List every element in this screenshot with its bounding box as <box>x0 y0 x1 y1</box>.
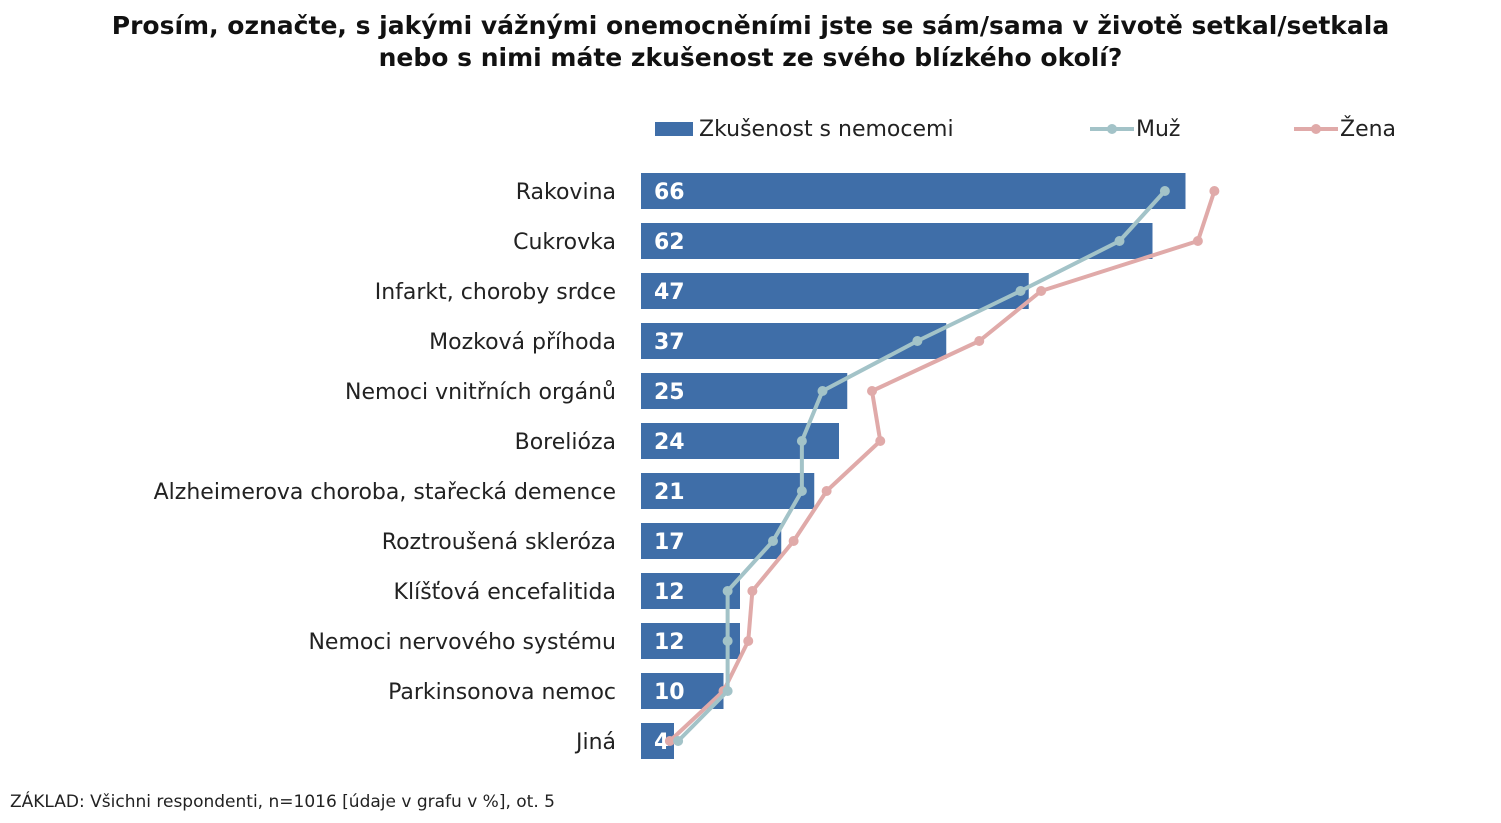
zena-point <box>1036 286 1047 296</box>
bar-value-label: 66 <box>654 180 685 205</box>
muz-point <box>722 586 733 596</box>
category-label: Klíšťová encefalitida <box>394 580 616 605</box>
category-label: Borelióza <box>515 430 616 455</box>
muz-point <box>768 536 778 546</box>
legend-label-muz: Muž <box>1136 117 1180 142</box>
bar-value-label: 62 <box>654 230 685 255</box>
bar <box>641 323 947 359</box>
bar-value-label: 37 <box>654 330 685 355</box>
category-label: Nemoci vnitřních orgánů <box>345 380 616 405</box>
muz-series <box>673 186 1170 746</box>
zena-point <box>867 386 877 396</box>
muz-point <box>1114 236 1125 246</box>
muz-point <box>673 736 684 746</box>
muz-point <box>817 386 828 396</box>
bar-value-label: 17 <box>654 530 685 555</box>
bar-value-label: 12 <box>654 630 685 655</box>
legend-marker-muz <box>1107 124 1117 134</box>
bar <box>641 373 848 409</box>
bar-value-label: 47 <box>654 280 685 305</box>
bar <box>641 473 815 509</box>
bar <box>641 173 1186 209</box>
bar-value-label: 4 <box>654 730 669 755</box>
legend-marker-zena <box>1311 124 1321 134</box>
category-label: Roztroušená skleróza <box>382 530 616 555</box>
chart-title: Prosím, označte, s jakými vážnými onemoc… <box>0 10 1501 74</box>
zena-line <box>668 190 1217 743</box>
muz-point <box>1015 286 1026 296</box>
legend-swatch-zkusenost <box>655 122 693 136</box>
category-label: Nemoci nervového systému <box>308 630 616 655</box>
bar-value-label: 10 <box>654 680 685 705</box>
footnote: ZÁKLAD: Všichni respondenti, n=1016 [úda… <box>10 792 555 812</box>
category-label: Mozková příhoda <box>429 330 616 355</box>
muz-point <box>796 436 807 446</box>
chart-title-line-1: Prosím, označte, s jakými vážnými onemoc… <box>111 11 1390 40</box>
muz-line <box>676 189 1167 743</box>
muz-point <box>796 486 807 496</box>
muz-point <box>722 686 733 696</box>
zena-point <box>664 736 675 746</box>
bar <box>641 273 1029 309</box>
bar-value-label: 21 <box>654 480 685 505</box>
zena-point <box>788 536 799 546</box>
muz-point <box>1159 186 1170 196</box>
category-label: Jiná <box>574 730 616 755</box>
zena-point <box>974 336 985 346</box>
bar <box>641 223 1153 259</box>
bar <box>641 523 782 559</box>
legend-label-zkusenost: Zkušenost s nemocemi <box>699 117 954 142</box>
legend: Zkušenost s nemocemi Muž Žena <box>655 116 1396 142</box>
chart-title-line-2: nebo s nimi máte zkušenost ze svého blíz… <box>378 43 1123 72</box>
zena-point <box>1209 186 1220 196</box>
category-label: Cukrovka <box>513 230 616 255</box>
muz-point <box>722 636 733 646</box>
zena-point <box>821 486 832 496</box>
category-label: Infarkt, choroby srdce <box>375 280 616 305</box>
bar-value-label: 24 <box>654 430 685 455</box>
zena-point <box>743 636 754 646</box>
zena-point <box>1192 236 1203 246</box>
bar-value-label: 12 <box>654 580 685 605</box>
bar-value-label: 25 <box>654 380 685 405</box>
category-label: Rakovina <box>516 180 616 205</box>
legend-label-zena: Žena <box>1340 116 1396 142</box>
category-label: Alzheimerova choroba, stařecká demence <box>154 480 616 505</box>
zena-point <box>747 586 758 596</box>
category-label: Parkinsonova nemoc <box>388 680 616 705</box>
zena-point <box>875 436 886 446</box>
muz-point <box>912 336 923 346</box>
bar-series: 66 Rakovina 62 Cukrovka 47 Infarkt, choroby s… <box>154 173 1186 759</box>
zena-series <box>664 186 1220 746</box>
